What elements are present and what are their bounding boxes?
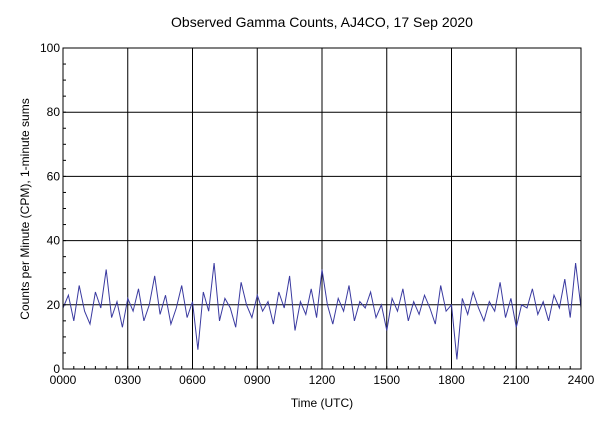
x-tick-label: 1200 bbox=[309, 373, 336, 387]
y-axis-label: Counts per Minute (CPM), 1-minute sums bbox=[18, 98, 32, 319]
y-tick-label: 60 bbox=[47, 169, 61, 183]
x-tick-label: 0300 bbox=[114, 373, 141, 387]
y-axis-ticks: 0 20 40 60 80 100 bbox=[40, 41, 66, 376]
x-tick-label: 1500 bbox=[373, 373, 400, 387]
y-tick-label: 0 bbox=[53, 362, 60, 376]
x-axis-ticks: 0000 0300 0600 0900 1200 1500 1800 2100 2400 bbox=[50, 366, 595, 387]
x-tick-label: 0900 bbox=[244, 373, 271, 387]
x-tick-label: 0600 bbox=[179, 373, 206, 387]
y-tick-label: 80 bbox=[47, 105, 61, 119]
x-axis-label: Time (UTC) bbox=[291, 396, 353, 410]
x-tick-label: 2400 bbox=[568, 373, 595, 387]
y-tick-label: 20 bbox=[47, 298, 61, 312]
series-group bbox=[62, 263, 582, 360]
chart-title: Observed Gamma Counts, AJ4CO, 17 Sep 202… bbox=[171, 14, 473, 30]
x-tick-label: 0000 bbox=[50, 373, 77, 387]
x-tick-label: 1800 bbox=[438, 373, 465, 387]
y-tick-label: 100 bbox=[40, 41, 60, 55]
x-tick-label: 2100 bbox=[503, 373, 530, 387]
series-line bbox=[62, 263, 582, 360]
y-tick-label: 40 bbox=[47, 234, 61, 248]
